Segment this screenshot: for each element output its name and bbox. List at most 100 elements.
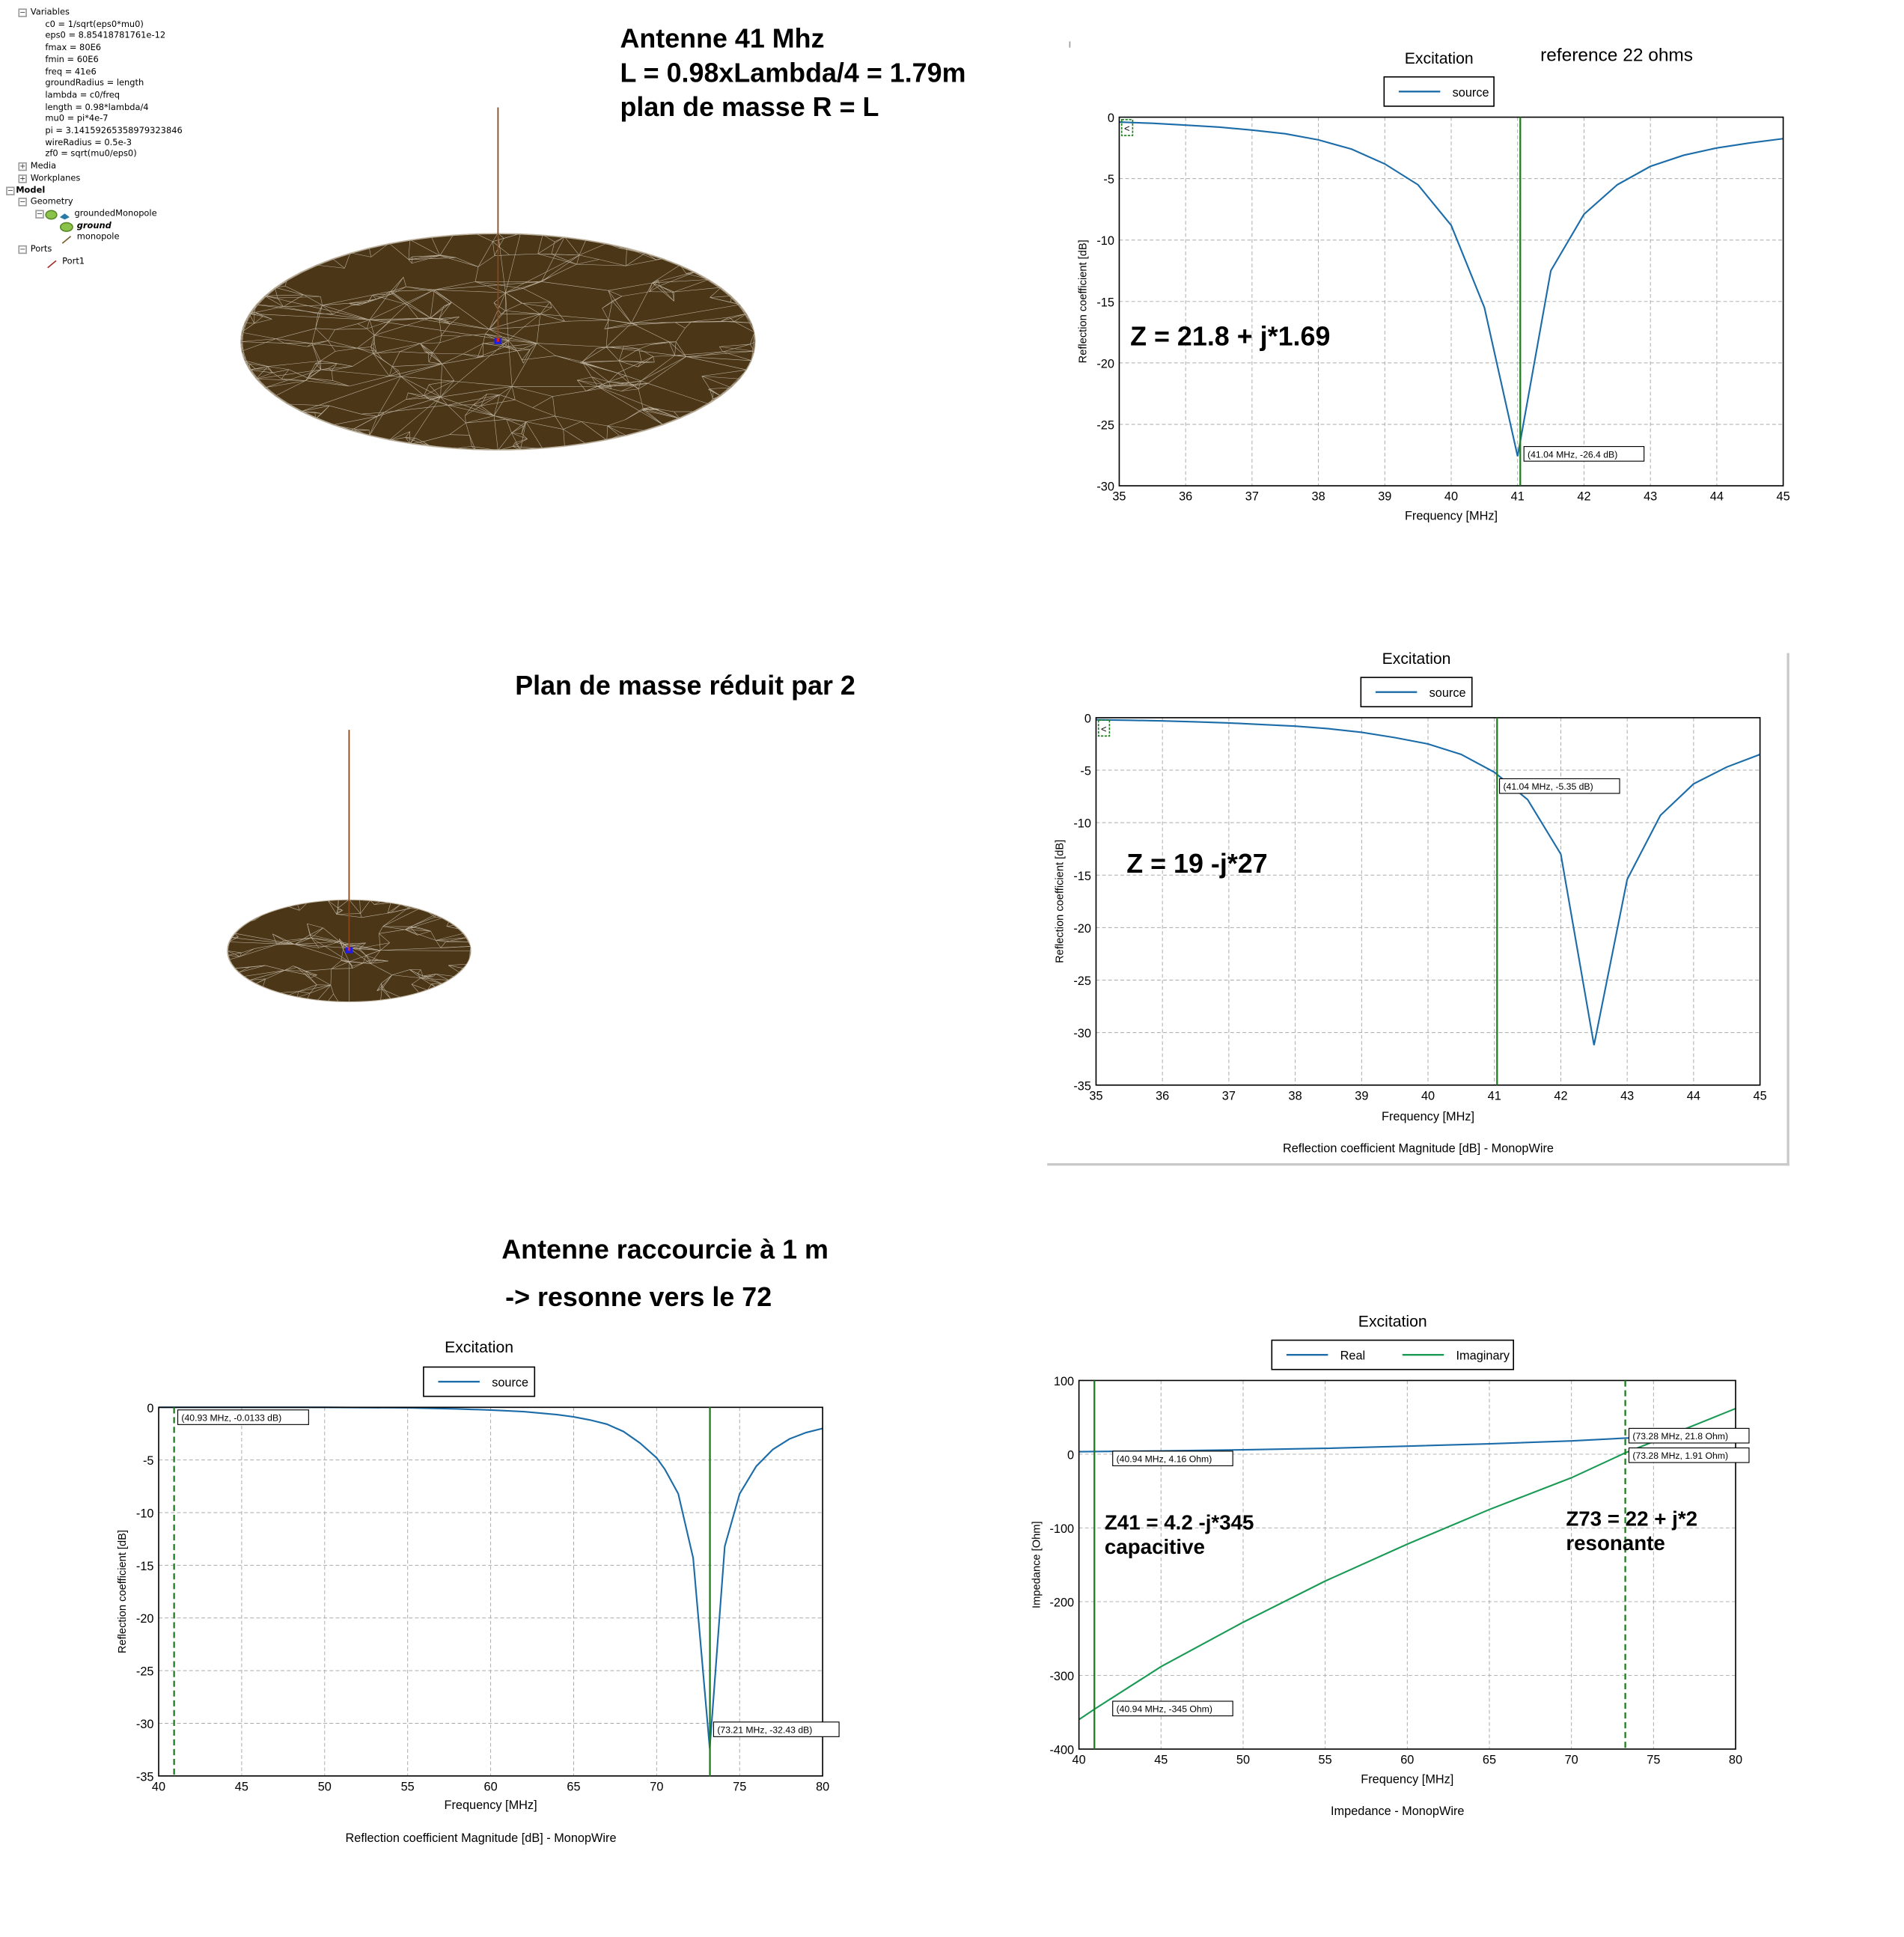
mesh-edge <box>618 360 626 376</box>
mesh-edge <box>338 909 343 911</box>
mesh-edge <box>264 296 284 308</box>
mesh-edge <box>339 941 350 962</box>
mesh-edge <box>244 360 269 367</box>
y-tick-label: -30 <box>136 1718 154 1731</box>
chart-footer: Reflection coefficient Magnitude [dB] - … <box>1283 1141 1554 1155</box>
mesh-edge <box>239 944 278 957</box>
mesh-edge <box>408 256 412 260</box>
mesh-edge <box>379 929 406 934</box>
mesh-edge <box>456 257 479 267</box>
mesh-edge <box>604 324 638 329</box>
mesh-edge <box>411 983 420 993</box>
mesh-edge <box>445 317 460 320</box>
collapse-icon[interactable]: − <box>6 186 15 195</box>
mesh-edge <box>405 929 436 941</box>
mesh-edge <box>427 983 432 991</box>
y-tick-label: -35 <box>136 1770 154 1784</box>
plot-area <box>1095 717 1761 1086</box>
mesh-edge <box>241 313 250 333</box>
mesh-edge <box>366 320 370 329</box>
mesh-edge <box>440 380 454 397</box>
mesh-edge <box>272 933 295 945</box>
mesh-edge <box>239 323 245 342</box>
mesh-edge <box>382 906 411 927</box>
mesh-edge <box>392 363 442 367</box>
mesh-edge <box>494 254 510 256</box>
mesh-edge <box>243 970 285 977</box>
mesh-edge <box>522 302 550 304</box>
mesh-edge <box>376 983 382 991</box>
mesh-edge <box>428 362 442 364</box>
mesh-edge <box>409 397 441 445</box>
marker-label-text: (73.28 MHz, 1.91 Ohm) <box>1632 1451 1728 1461</box>
mesh-edge <box>433 974 436 977</box>
collapse-icon[interactable]: − <box>18 198 27 207</box>
mesh-edge <box>330 985 334 995</box>
mesh-edge <box>439 318 451 324</box>
collapse-icon[interactable]: − <box>18 245 27 254</box>
mesh-edge <box>659 285 674 302</box>
mesh-edge <box>423 434 450 442</box>
mesh-edge <box>668 341 675 356</box>
marker-label-box <box>1112 1451 1233 1466</box>
y-axis-label: Reflection coefficient [dB] <box>1054 840 1066 963</box>
mesh-edge <box>311 343 322 370</box>
mesh-edge <box>739 360 752 379</box>
mesh-edge <box>363 960 370 963</box>
mesh-edge <box>577 379 598 387</box>
mesh-edge <box>592 376 609 382</box>
mesh-edge <box>323 927 340 942</box>
mesh-edge <box>504 347 518 351</box>
mesh-edge <box>493 302 506 311</box>
mesh-edge <box>303 294 321 297</box>
mesh-edge <box>391 969 410 975</box>
plot-frame <box>1095 717 1761 1086</box>
mesh-edge <box>523 314 541 328</box>
expand-icon[interactable]: + <box>18 174 27 183</box>
mesh-edge <box>400 363 442 377</box>
mesh-edge <box>434 289 506 293</box>
mesh-edge <box>447 405 495 416</box>
collapse-icon[interactable]: − <box>18 8 27 17</box>
mesh-edge <box>255 369 321 379</box>
collapsed-marker-glyph: < <box>1124 123 1130 134</box>
mesh-edge <box>672 292 674 302</box>
mesh-edge <box>411 977 421 985</box>
mesh-edge <box>504 340 509 347</box>
mesh-edge <box>372 291 391 296</box>
mesh-edge <box>638 388 644 409</box>
mesh-edge <box>746 313 755 333</box>
plot-frame <box>1078 1379 1736 1750</box>
mesh-edge <box>436 940 442 948</box>
series-line-source <box>1096 719 1760 1046</box>
tree-item-label: monopole <box>76 232 120 242</box>
marker-label-box <box>1523 446 1645 462</box>
chart-title: Excitation <box>1405 50 1474 67</box>
mesh-edge <box>652 264 680 284</box>
mesh-edge <box>284 970 306 971</box>
mesh-edge <box>341 944 345 961</box>
impedance-annotation-z73: Z73 = 22 + j*2 resonante <box>1566 1507 1698 1555</box>
mesh-edge <box>372 294 407 305</box>
y-tick-label: -25 <box>1096 418 1114 432</box>
mesh-edge <box>305 968 332 971</box>
mesh-edge <box>358 948 367 956</box>
mesh-edge <box>317 985 332 1001</box>
mesh-edge <box>477 347 505 358</box>
x-tick-label: 80 <box>816 1780 829 1793</box>
mesh-edge <box>359 900 361 914</box>
collapse-icon[interactable]: − <box>35 210 44 219</box>
mesh-edge <box>376 291 391 300</box>
chart-2: Excitation source 35 36 37 38 39 40 41 42 43 44 45 0 -… <box>1054 650 1766 1155</box>
mesh-edge <box>403 277 406 287</box>
mesh-edge <box>370 960 388 964</box>
mesh-edge <box>541 237 565 282</box>
mesh-edge <box>647 382 710 405</box>
expand-icon[interactable]: + <box>18 162 27 171</box>
mesh-edge <box>719 346 755 352</box>
mesh-edge <box>391 318 418 321</box>
mesh-edge <box>597 385 635 387</box>
mesh-edge <box>408 240 410 260</box>
mesh-edge <box>430 317 451 324</box>
mesh-edge <box>294 944 320 948</box>
